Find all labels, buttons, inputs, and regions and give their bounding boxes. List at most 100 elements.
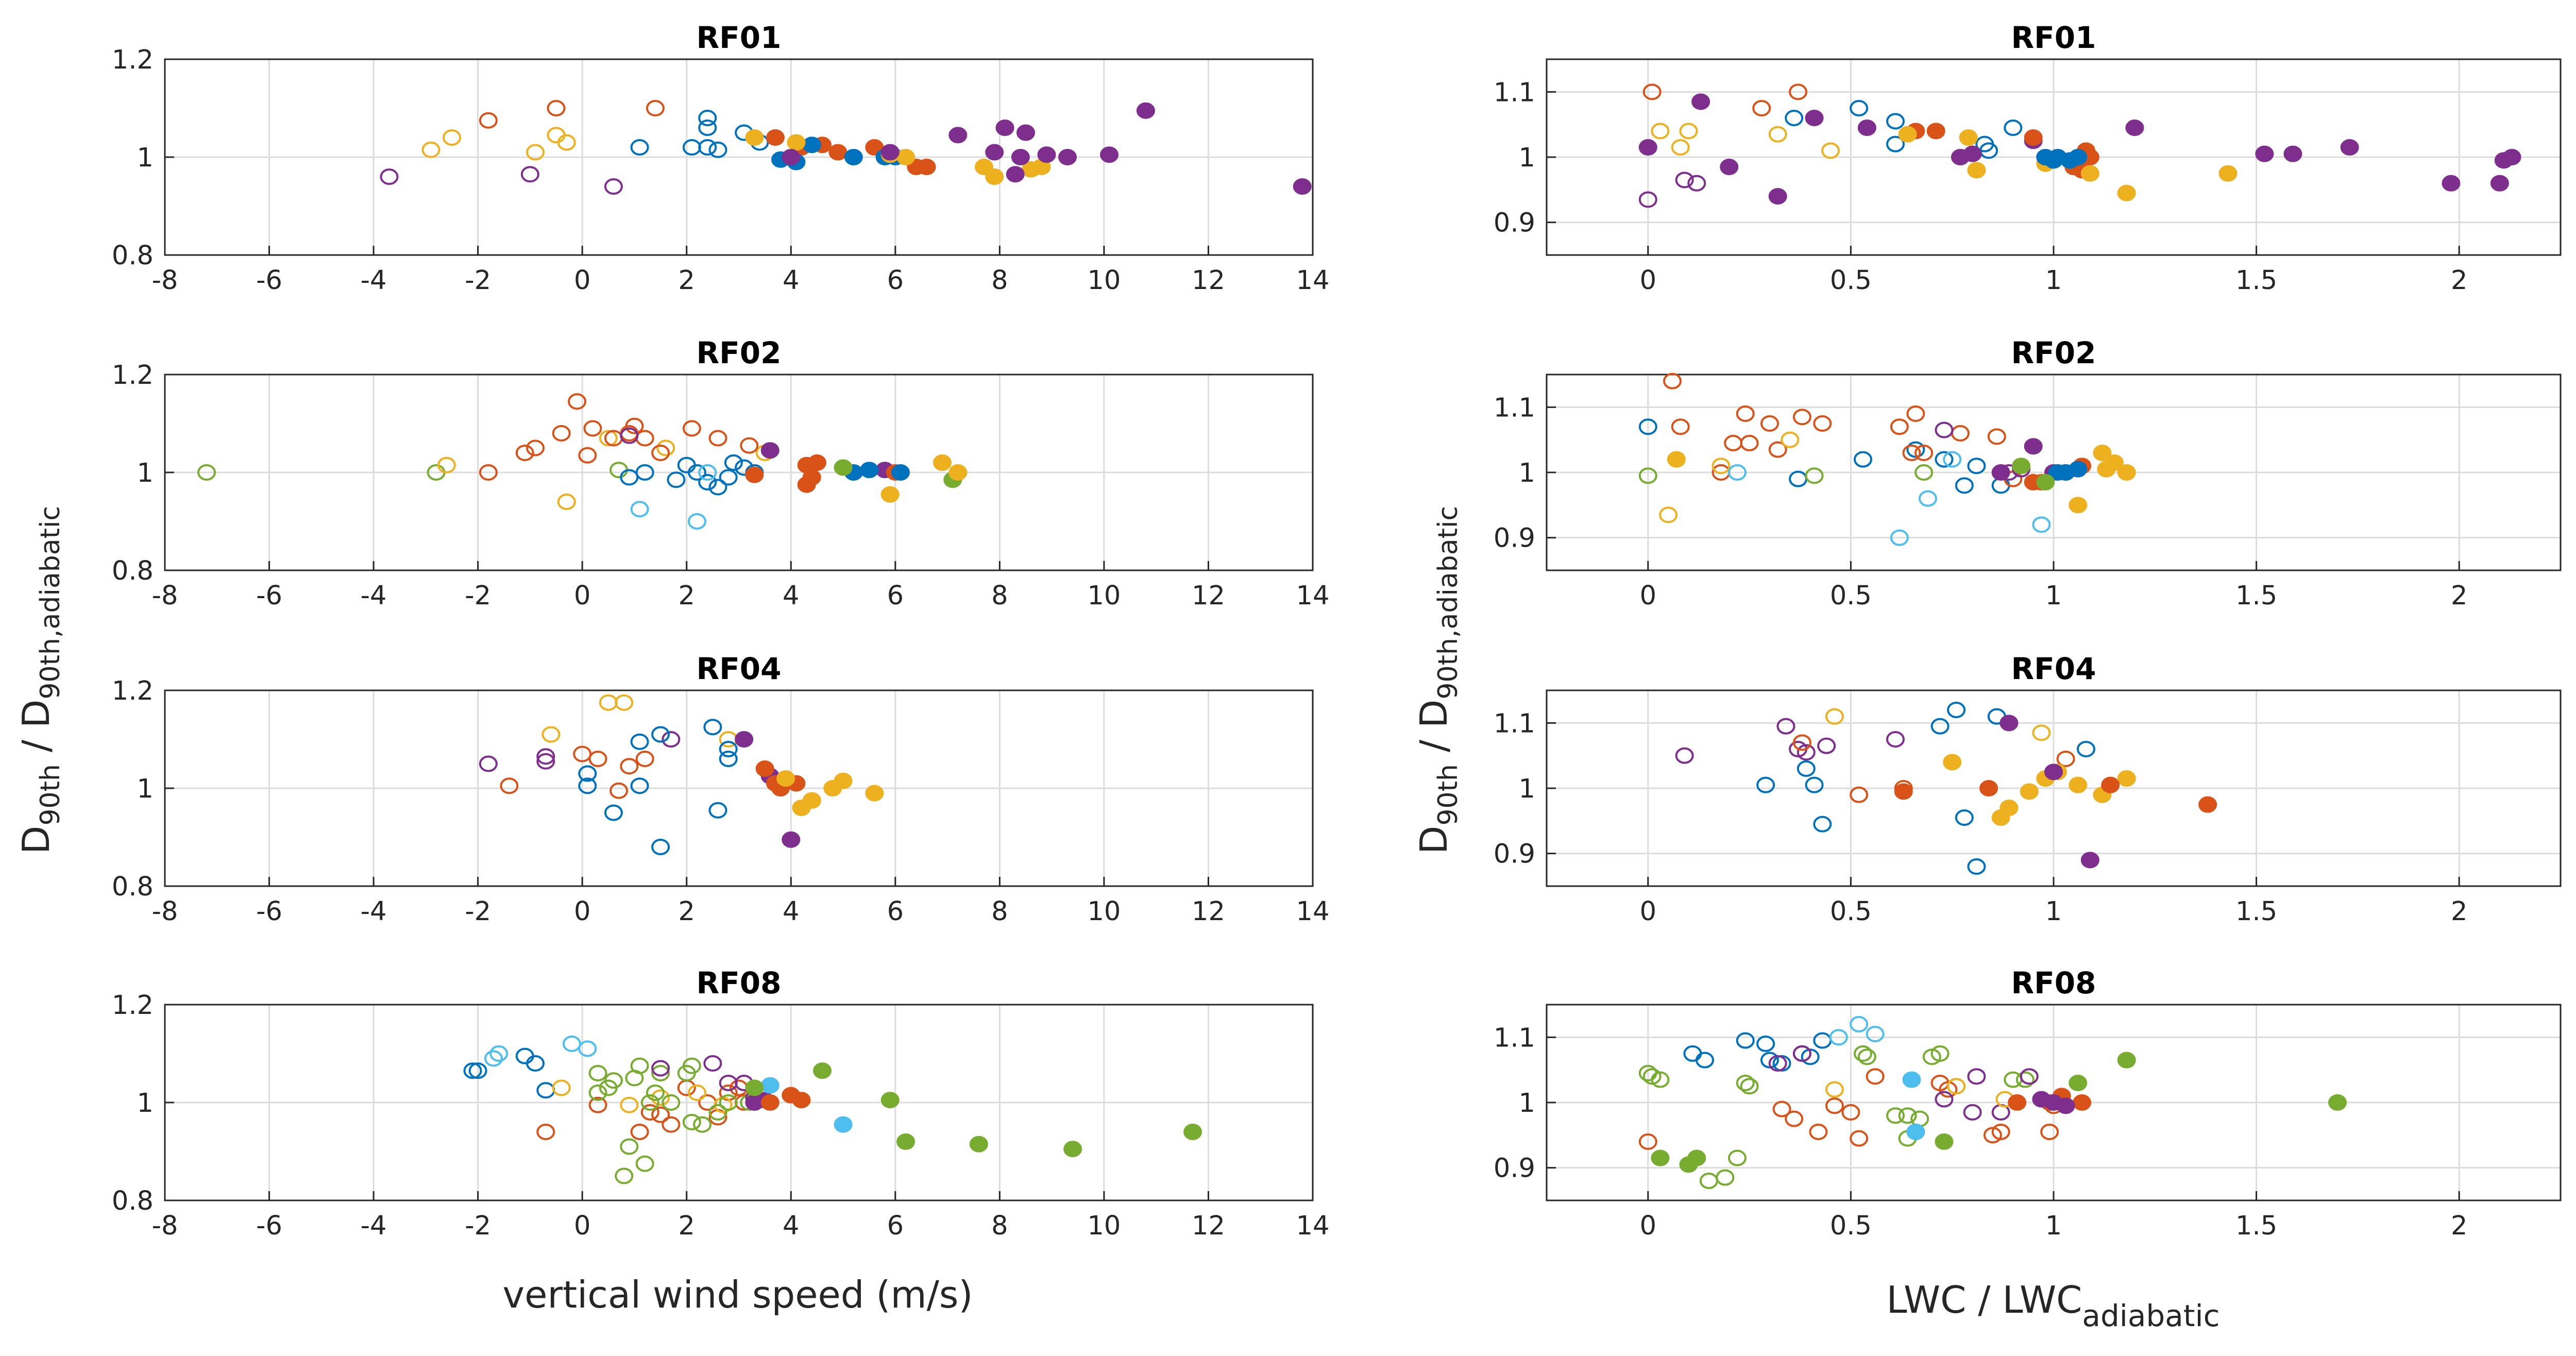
data-point (1136, 102, 1155, 119)
data-point (630, 733, 649, 750)
data-point (682, 420, 701, 437)
data-point (1967, 457, 1986, 474)
subplot-5: 0 0.5 1 1.5 2 0.9 1 1.1 RF01 (1494, 20, 2562, 296)
data-point (745, 466, 764, 483)
y-tick-label: 0.9 (1494, 1154, 1535, 1184)
data-point (1930, 718, 1950, 735)
x-tick-label: -4 (361, 1211, 387, 1241)
x-tick-label: 0 (1640, 1211, 1656, 1241)
data-point (1792, 409, 1811, 426)
data-point (1918, 490, 1937, 507)
x-tick-label: 0 (1640, 896, 1656, 927)
subplot-2: -8 -6 -4 -2 0 2 4 6 8 10 12 14 0.8 1 1.2 RF02 (112, 335, 1330, 611)
x-tick-label: 1 (2045, 581, 2062, 611)
x-tick-label: -2 (465, 581, 491, 611)
x-tick-label: 1 (2045, 265, 2062, 296)
data-point (735, 731, 754, 748)
x-tick-label: 6 (887, 581, 904, 611)
y-tick-label: 1 (1519, 143, 1535, 173)
subplot-1: -8 -6 -4 -2 0 2 4 6 8 10 12 14 0.8 1 1.2 RF01 (112, 20, 1330, 296)
y-tick-label: 1.2 (112, 676, 154, 706)
data-point (1963, 1104, 1982, 1121)
x-tick-label: 0.5 (1830, 896, 1872, 927)
x-tick-label: 0 (574, 265, 590, 296)
data-point (860, 462, 879, 479)
data-point (1850, 100, 1869, 116)
x-tick-label: 4 (783, 265, 799, 296)
data-point (479, 755, 498, 772)
x-tick-label: 0 (574, 896, 590, 927)
data-point (651, 726, 670, 743)
data-point (630, 777, 649, 794)
data-point (896, 149, 916, 165)
data-point (1736, 1032, 1755, 1049)
data-point (760, 1094, 779, 1111)
data-point (547, 100, 566, 116)
data-point (1813, 1032, 1832, 1049)
data-point (615, 1167, 634, 1184)
data-point (1947, 702, 1966, 718)
left-x-axis-label: vertical wind speed (m/s) (503, 1273, 973, 1316)
data-point (1768, 441, 1787, 458)
data-point (667, 471, 686, 488)
data-point (620, 758, 639, 775)
data-point (640, 1104, 659, 1121)
x-tick-label: 0 (574, 581, 590, 611)
data-point (1293, 178, 1312, 195)
data-point (656, 439, 675, 456)
data-point (463, 1062, 482, 1079)
x-tick-label: 1 (2045, 896, 2062, 927)
subplot-title: RF04 (697, 651, 782, 686)
data-point (1651, 123, 1670, 140)
data-point (1935, 451, 1954, 468)
left-y-label-main: D (14, 826, 58, 854)
data-point (834, 459, 853, 476)
data-point (2056, 1097, 2075, 1114)
x-tick-label: 12 (1192, 265, 1225, 296)
data-point (2044, 764, 2063, 781)
data-point (1727, 464, 1747, 481)
data-point (719, 741, 738, 757)
x-tick-label: 6 (887, 896, 904, 927)
left-y-label-sub2: 90th,adiabatic (35, 506, 66, 700)
data-point (1768, 1055, 1787, 1072)
data-point (1711, 457, 1731, 474)
data-point (1902, 1071, 1921, 1088)
data-point (1935, 421, 1954, 438)
data-point (651, 1106, 670, 1123)
data-point (620, 427, 639, 444)
data-point (526, 1055, 545, 1072)
data-point (2340, 139, 2359, 156)
y-tick-label: 1.2 (112, 990, 154, 1021)
x-tick-label: 8 (991, 1211, 1008, 1241)
data-point (2036, 474, 2055, 490)
data-point (1898, 1107, 1917, 1124)
data-point (2093, 445, 2112, 461)
data-point (2117, 464, 2136, 481)
data-point (802, 792, 821, 809)
x-tick-label: -4 (361, 581, 387, 611)
data-point (776, 770, 795, 787)
data-point (1947, 1078, 1966, 1095)
data-point (640, 1094, 659, 1111)
data-point (1866, 1068, 1885, 1085)
data-point (724, 454, 743, 471)
data-point (578, 447, 597, 464)
data-point (948, 127, 968, 144)
data-point (698, 110, 717, 126)
data-point (1781, 431, 1800, 448)
x-tick-label: -8 (152, 896, 178, 927)
data-point (687, 464, 706, 481)
data-point (1679, 123, 1698, 140)
data-point (2073, 1094, 2092, 1111)
data-point (635, 751, 654, 767)
x-tick-label: 10 (1087, 581, 1121, 611)
data-point (557, 134, 576, 151)
data-point (1011, 149, 1030, 165)
y-tick-label: 1 (1519, 458, 1535, 488)
data-point (2255, 145, 2274, 162)
data-point (2283, 145, 2302, 162)
data-point (1638, 467, 1657, 484)
data-point (588, 1084, 607, 1101)
data-point (520, 166, 539, 183)
